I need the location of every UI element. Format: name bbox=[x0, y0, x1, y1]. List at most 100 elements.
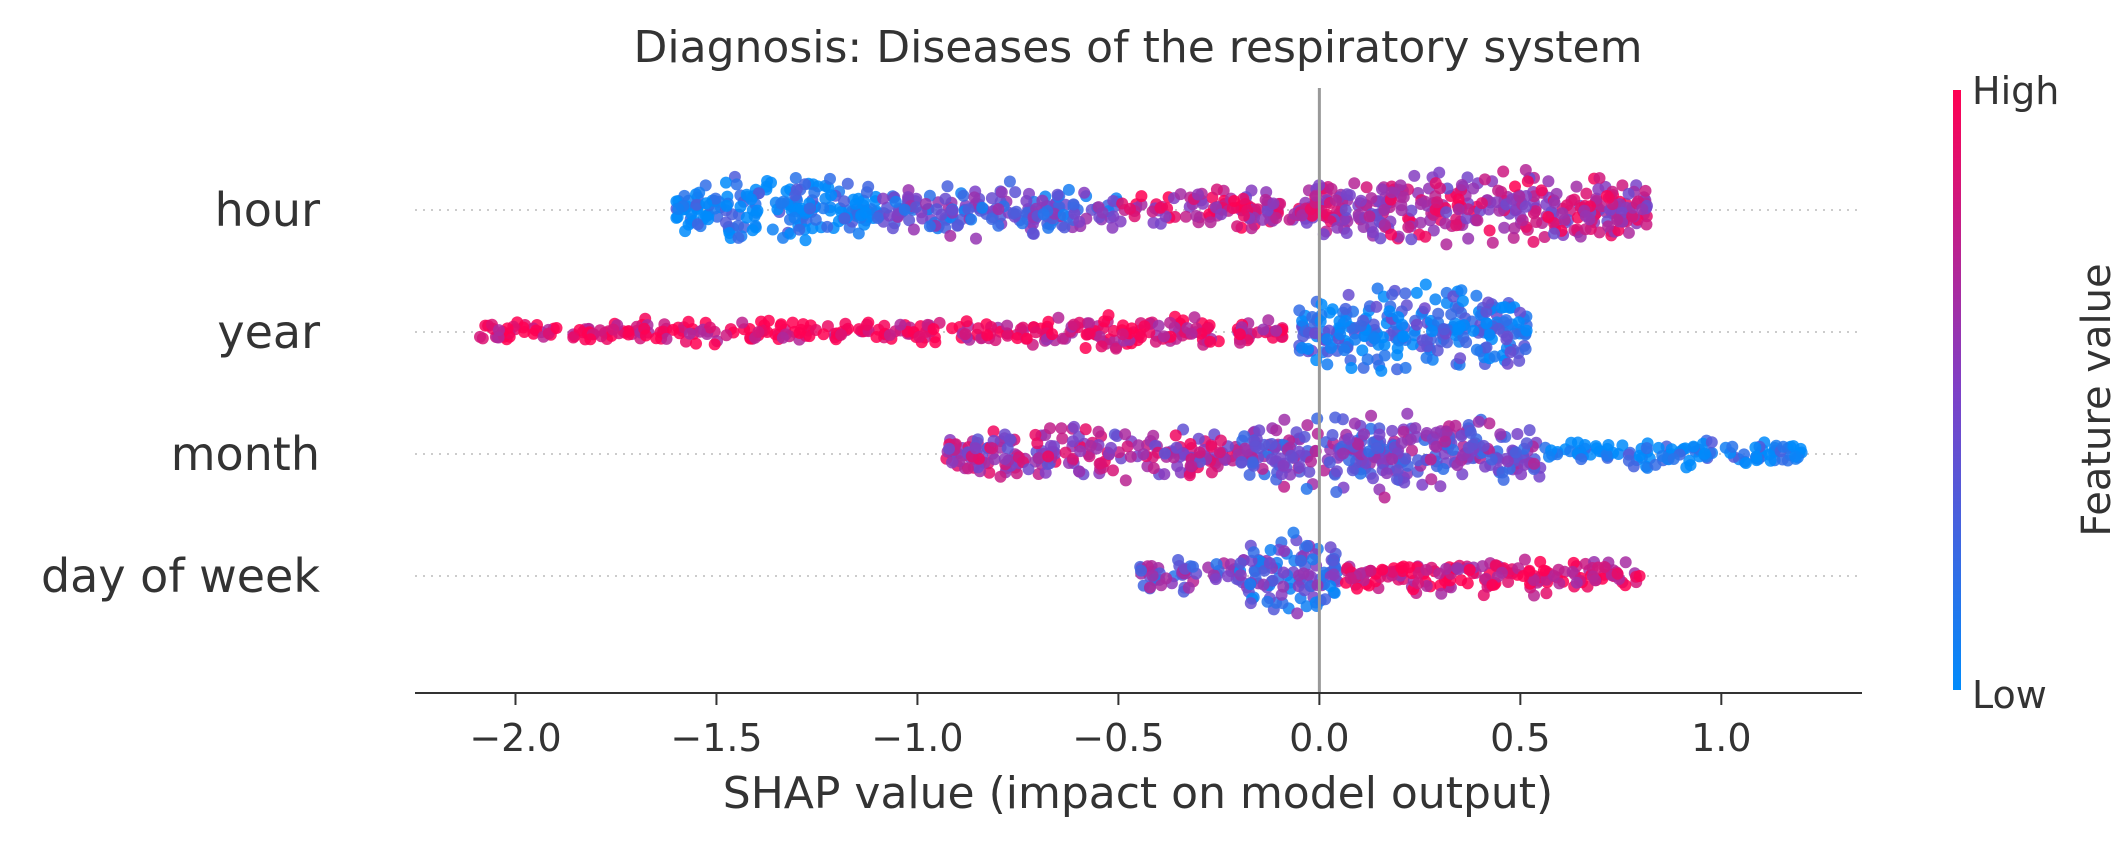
shap-point bbox=[1370, 300, 1383, 313]
shap-point bbox=[736, 316, 749, 329]
x-tick-label: 0.0 bbox=[1289, 716, 1349, 760]
shap-point bbox=[1110, 342, 1122, 355]
shap-point bbox=[1684, 459, 1697, 472]
x-tick-label: −1.5 bbox=[670, 716, 762, 760]
shap-point bbox=[1519, 200, 1532, 213]
shap-point bbox=[622, 328, 635, 341]
shap-point bbox=[941, 180, 954, 193]
shap-point bbox=[1119, 428, 1132, 441]
shap-point bbox=[1124, 202, 1136, 215]
shap-point bbox=[1221, 570, 1234, 583]
shap-point bbox=[994, 470, 1007, 483]
shap-point bbox=[1430, 426, 1443, 439]
x-axis-label: SHAP value (impact on model output) bbox=[723, 768, 1553, 819]
shap-point bbox=[1649, 458, 1662, 471]
shap-point bbox=[1455, 284, 1468, 297]
shap-point bbox=[1394, 179, 1407, 192]
colorbar-high-label: High bbox=[1972, 69, 2059, 113]
shap-point bbox=[670, 211, 683, 224]
shap-point bbox=[1183, 469, 1196, 482]
shap-point bbox=[1391, 473, 1403, 486]
shap-point bbox=[1036, 194, 1049, 207]
shap-point bbox=[1185, 460, 1198, 473]
shap-point bbox=[1044, 439, 1057, 452]
shap-point bbox=[988, 453, 1001, 466]
shap-point bbox=[1132, 439, 1145, 452]
shap-point bbox=[1405, 233, 1418, 246]
shap-point bbox=[639, 329, 652, 342]
shap-point bbox=[1616, 439, 1629, 452]
shap-point bbox=[1285, 449, 1298, 462]
shap-point bbox=[1342, 288, 1355, 301]
shap-point bbox=[1293, 304, 1306, 317]
shap-point bbox=[1395, 437, 1408, 450]
shap-point bbox=[1114, 215, 1127, 228]
shap-point bbox=[1215, 208, 1228, 221]
beeswarm-points bbox=[474, 164, 1808, 620]
shap-point bbox=[732, 219, 745, 232]
shap-point bbox=[965, 213, 978, 226]
shap-point bbox=[957, 189, 970, 202]
shap-point bbox=[1233, 328, 1246, 341]
shap-point bbox=[1452, 323, 1465, 336]
shap-point bbox=[1296, 315, 1309, 327]
shap-point bbox=[594, 324, 607, 337]
shap-point bbox=[1340, 227, 1353, 239]
shap-point bbox=[1296, 341, 1308, 354]
shap-point bbox=[682, 315, 695, 328]
shap-point bbox=[1600, 448, 1613, 461]
shap-point bbox=[927, 323, 940, 335]
shap-point bbox=[1414, 216, 1427, 229]
shap-point bbox=[1454, 352, 1467, 365]
shap-point bbox=[1137, 448, 1150, 461]
shap-point bbox=[1616, 179, 1629, 192]
colorbar-low-label: Low bbox=[1972, 673, 2047, 717]
shap-point bbox=[1514, 306, 1527, 319]
feature-labels: hour year month day of week bbox=[41, 183, 320, 603]
shap-point bbox=[1096, 206, 1109, 219]
shap-point bbox=[1265, 438, 1278, 450]
shap-point bbox=[1084, 439, 1097, 452]
shap-point bbox=[1267, 197, 1280, 210]
shap-point bbox=[1408, 169, 1421, 182]
feature-points-day-of-week bbox=[1134, 526, 1646, 620]
shap-point bbox=[762, 314, 775, 327]
feature-points-hour bbox=[670, 164, 1653, 251]
shap-point bbox=[1460, 336, 1473, 349]
shap-point bbox=[1363, 210, 1376, 223]
shap-point bbox=[1339, 315, 1352, 328]
shap-point bbox=[1234, 569, 1247, 582]
shap-point bbox=[1419, 278, 1432, 291]
shap-point bbox=[1399, 361, 1412, 374]
shap-point bbox=[1231, 220, 1244, 233]
shap-point bbox=[1513, 354, 1526, 367]
shap-point bbox=[976, 201, 989, 214]
shap-point bbox=[1383, 305, 1396, 318]
shap-point bbox=[1348, 177, 1361, 190]
shap-point bbox=[1001, 442, 1014, 455]
shap-point bbox=[1410, 318, 1423, 331]
shap-point bbox=[1397, 191, 1410, 204]
shap-point bbox=[1055, 422, 1068, 435]
shap-point bbox=[1169, 429, 1182, 442]
shap-point bbox=[1073, 465, 1086, 478]
shap-point bbox=[1478, 173, 1491, 186]
shap-point bbox=[1495, 566, 1508, 579]
shap-point bbox=[871, 212, 884, 224]
shap-point bbox=[1329, 411, 1342, 424]
shap-point bbox=[1470, 343, 1483, 356]
shap-point bbox=[1491, 196, 1504, 208]
shap-point bbox=[835, 328, 848, 341]
shap-point bbox=[1455, 179, 1468, 191]
shap-point bbox=[1327, 554, 1340, 567]
shap-point bbox=[766, 223, 779, 236]
shap-point bbox=[1234, 336, 1246, 349]
shap-point bbox=[1552, 563, 1565, 576]
shap-point bbox=[1029, 428, 1042, 441]
shap-point bbox=[998, 452, 1011, 465]
shap-point bbox=[1257, 323, 1270, 336]
shap-point bbox=[1037, 208, 1050, 221]
shap-point bbox=[1445, 308, 1458, 321]
shap-point bbox=[1103, 448, 1115, 460]
shap-point bbox=[1079, 423, 1092, 436]
